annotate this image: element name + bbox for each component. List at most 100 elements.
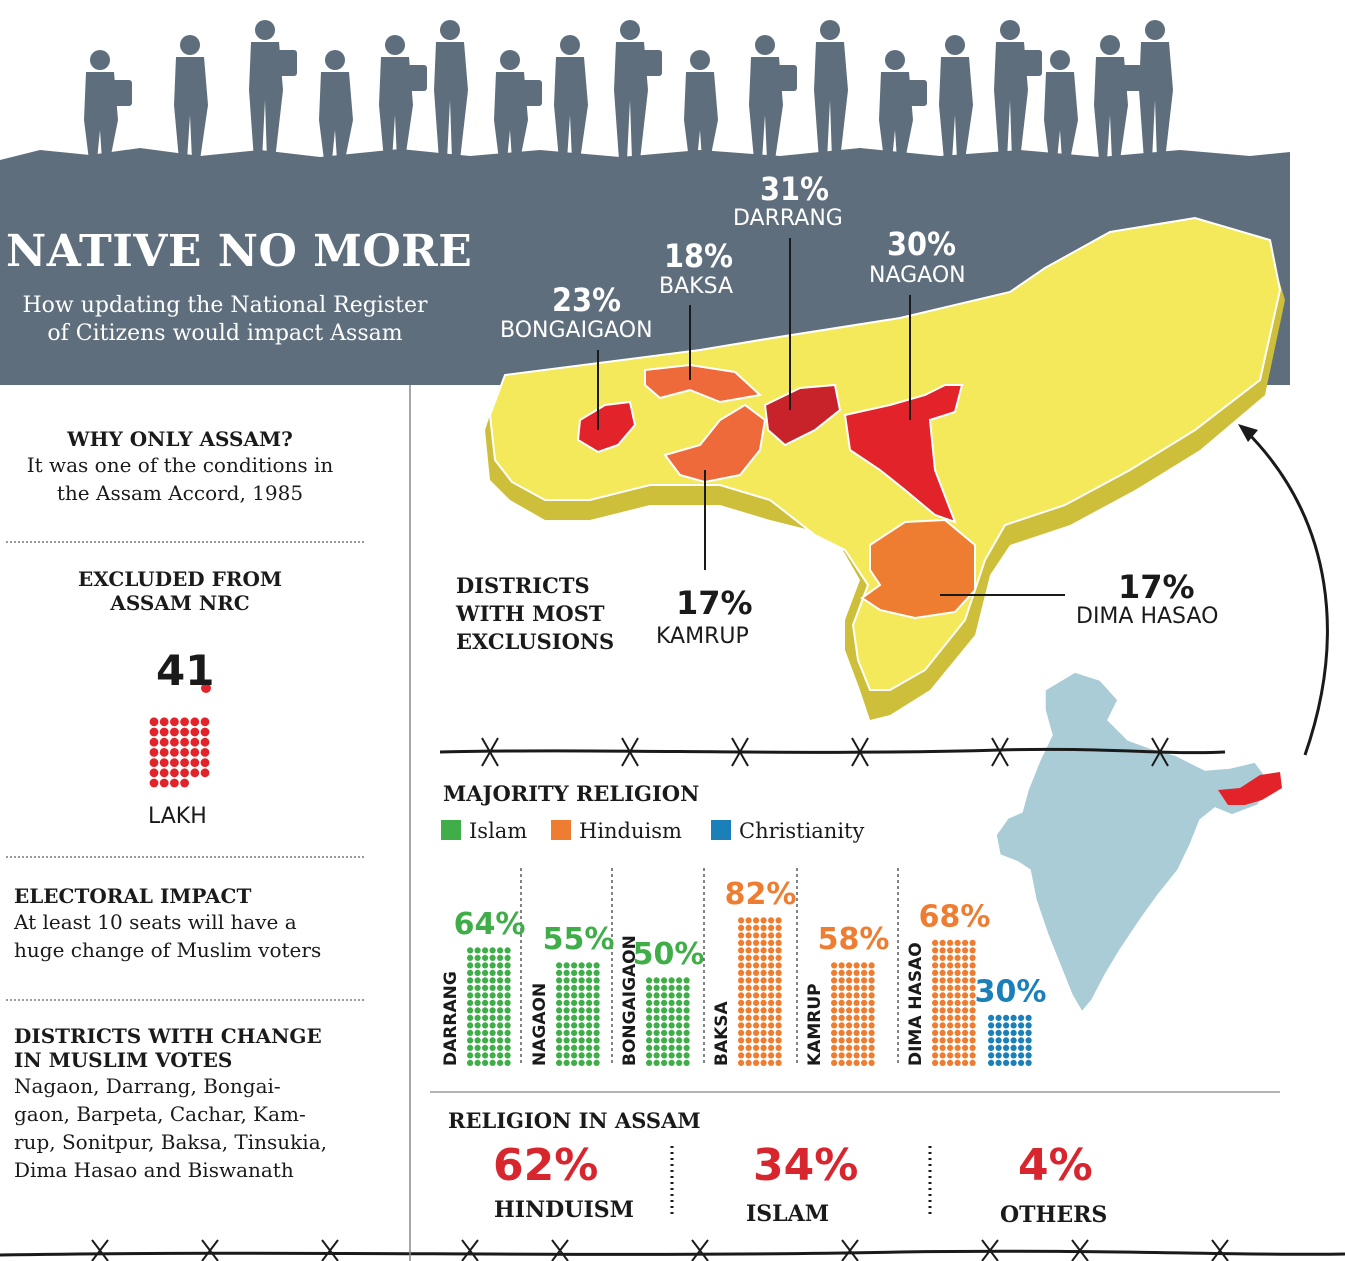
chart-bar-dot: [932, 1007, 939, 1014]
chart-bar-dot: [738, 917, 745, 924]
barb: [691, 1239, 709, 1261]
chart-bar-dot: [653, 1014, 660, 1022]
chart-bar-dot: [676, 1029, 683, 1036]
chart-bar-dot: [846, 1044, 853, 1051]
chart-bar-dot: [571, 1029, 578, 1036]
chart-bar-dot: [954, 1059, 961, 1066]
chart-bar-dot: [661, 1007, 668, 1014]
chart-bar-dot: [738, 1007, 745, 1014]
chart-bar-dot: [962, 1029, 969, 1036]
chart-bar-dot: [482, 1059, 489, 1066]
chart-bar-dot: [954, 1022, 961, 1029]
chart-bar-dot: [760, 924, 767, 932]
chart-bar-dot: [768, 947, 775, 954]
chart-bar-dot: [738, 954, 745, 962]
islam-label: ISLAM: [746, 1201, 830, 1227]
chart-bar-dot: [593, 962, 600, 969]
chart-bar-dot: [497, 1052, 504, 1059]
chart-bar-dot: [962, 947, 969, 954]
excluded-lakh-dot: [190, 717, 200, 727]
excluded-lakh-dot: [170, 727, 179, 737]
chart-bar-dot: [745, 1014, 752, 1022]
chart-bar-dot: [768, 917, 775, 924]
chart-bar-dot: [962, 1022, 969, 1029]
chart-bar-dot: [489, 1037, 496, 1044]
chart-bar-dot: [653, 1052, 660, 1059]
excluded-block: EXCLUDED FROM ASSAM NRC: [0, 567, 360, 615]
chart-bar-dot: [578, 992, 585, 999]
chart-bar-dot: [482, 1044, 489, 1051]
chart-bar-dot: [1010, 1037, 1017, 1044]
chart-bar-dot: [775, 917, 782, 924]
chart-bar-dot: [745, 917, 752, 924]
chart-bar-dot: [932, 969, 939, 977]
chart-bar-dot: [939, 977, 946, 984]
chart-bar-dot: [683, 992, 690, 999]
chart-bar-dot: [646, 1007, 653, 1014]
page-title: NATIVE NO MORE: [6, 226, 473, 277]
chart-bar-dot: [846, 984, 853, 992]
chart-bar-dot: [683, 1052, 690, 1059]
chart-bar-dot: [831, 1014, 838, 1022]
chart-bar-dot: [482, 992, 489, 999]
excluded-lakh-dot: [190, 758, 200, 767]
excluded-lakh-dot: [159, 717, 169, 727]
chart-bar-dot: [646, 1029, 653, 1036]
chart-bar-dot: [578, 1037, 585, 1044]
chart-bar-dot: [738, 962, 745, 969]
legend-christianity: Christianity: [711, 819, 864, 843]
chart-bar-dot: [775, 954, 782, 962]
chart-bar-dot: [586, 992, 593, 999]
chart-bar-dot: [497, 992, 504, 999]
chart-bar-dot: [939, 1052, 946, 1059]
chart-bar-dot: [745, 1059, 752, 1066]
chart-bar-dot: [676, 984, 683, 992]
chart-bar-dot: [947, 1007, 954, 1014]
chart-bar-dot: [853, 1059, 860, 1066]
excluded-lakh-dot: [170, 717, 179, 727]
chart-bar-dot: [939, 999, 946, 1007]
chart-bar-dot: [676, 999, 683, 1007]
excluded-lakh-dot: [200, 758, 210, 767]
chart-bar-dot: [556, 1059, 563, 1066]
chart-bar-dot: [578, 1044, 585, 1051]
chart-bar-dot: [768, 1037, 775, 1044]
districts-change-line-2: gaon, Barpeta, Cachar, Kam-: [14, 1102, 306, 1126]
darrang-region: [763, 383, 842, 447]
chart-bar-dot: [1025, 1022, 1032, 1029]
excluded-lakh-dot: [149, 778, 159, 788]
districts-change-line-4: Dima Hasao and Biswanath: [14, 1158, 294, 1182]
chart-bar-dot: [760, 947, 767, 954]
chart-bar: [738, 917, 782, 1066]
chart-bar-dot: [846, 1059, 853, 1066]
chart-bar-dot: [578, 1014, 585, 1022]
chart-bar-dot: [738, 1029, 745, 1036]
excluded-lakh-dot: [149, 737, 159, 747]
nagaon-region: [843, 384, 964, 524]
chart-bar-dot: [482, 977, 489, 984]
chart-bar-dot: [932, 977, 939, 984]
chart-bar-dot: [571, 1022, 578, 1029]
kamrup-pct-label: 17%: [676, 584, 753, 622]
excluded-lakh-dot: [180, 727, 190, 737]
chart-bar-dot: [578, 984, 585, 992]
chart-bar-dot: [760, 992, 767, 999]
subtitle-line-1: How updating the National Register: [22, 293, 428, 318]
chart-bar-dot: [838, 1014, 845, 1022]
kamrup-name-label: KAMRUP: [656, 624, 749, 649]
chart-bar-dot: [868, 984, 875, 992]
excluded-lakh-dot: [200, 768, 210, 778]
chart-bar-dot: [1018, 1044, 1025, 1051]
chart-bar-dot: [846, 992, 853, 999]
chart-bar-dot: [578, 1007, 585, 1014]
chart-bar-dot: [768, 939, 775, 947]
person-silhouette-body: [1139, 42, 1173, 160]
chart-bar-dot: [668, 1044, 675, 1051]
chart-bar-dot: [962, 962, 969, 969]
chart-bar-dot: [593, 1059, 600, 1066]
districts-change-heading-2: IN MUSLIM VOTES: [14, 1048, 233, 1072]
barb: [1071, 1239, 1089, 1261]
excluded-lakh-dot: [200, 748, 210, 757]
chart-bar-dot: [1010, 1059, 1017, 1066]
barb: [1151, 737, 1169, 767]
